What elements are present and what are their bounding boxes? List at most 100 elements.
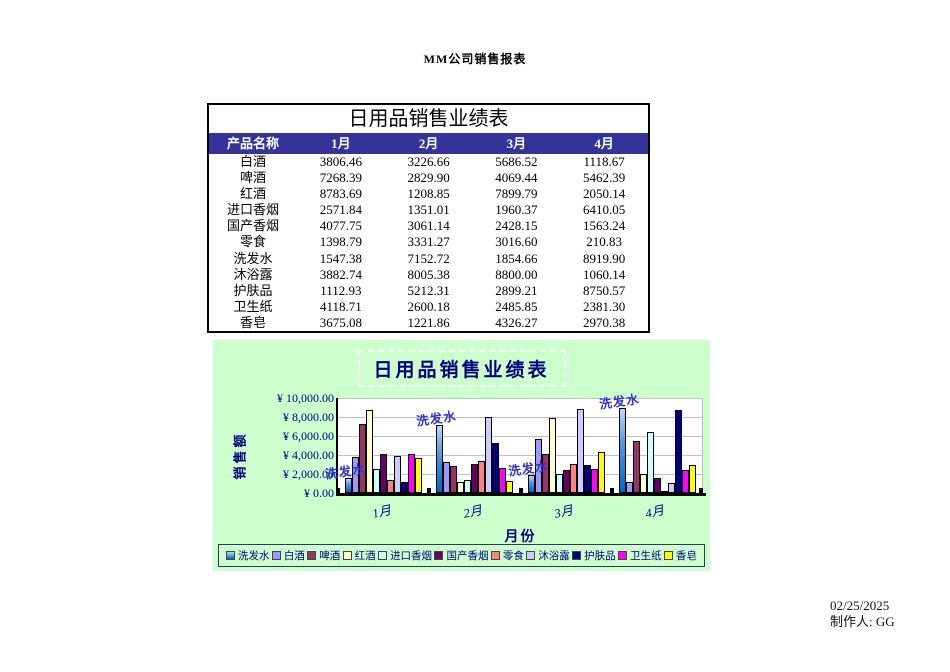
footer: 02/25/2025 制作人: GG [830,598,895,630]
bar-卫生纸-4月[interactable] [681,470,689,493]
value-cell: 8800.00 [495,266,538,282]
legend-chip [342,551,352,560]
bar-沐浴露-4月[interactable] [667,482,675,493]
bar-啤酒-1月[interactable] [359,423,366,493]
footer-maker: 制作人: GG [830,614,895,629]
value-cell: 4326.27 [495,314,538,330]
value-cell: 8005.38 [407,266,450,282]
value-cell: 3226.66 [407,154,450,169]
bar-国产香烟-1月[interactable] [380,454,387,493]
legend-item-卫生纸[interactable]: 卫生纸 [618,548,662,563]
legend-item-红酒[interactable]: 红酒 [342,548,376,563]
legend-item-洗发水[interactable]: 洗发水 [226,548,270,563]
bar-沐浴露-1月[interactable] [394,456,401,493]
bar-零食-3月[interactable] [569,464,577,493]
bar-香皂-3月[interactable] [597,451,605,493]
bar-进口香烟-3月[interactable] [555,474,563,493]
bar-护肤品-4月[interactable] [674,409,682,493]
bar-香皂-1月[interactable] [415,458,422,493]
value-cell: 2970.38 [583,314,626,330]
table-row: 红酒 8783.69 1208.85 7899.79 2050.14 [209,186,648,202]
bar-进口香烟-2月[interactable] [464,480,472,493]
sales-chart[interactable]: 日用品销售业绩表 销售额 月份 洗发水 白酒 啤酒 红酒 进口香烟 国产香烟 零食 沐浴露 护肤… [213,340,710,571]
value-cell: 3331.27 [407,234,450,250]
table-row: 卫生纸 4118.71 2600.18 2485.85 2381.30 [209,299,648,315]
value-cell: 1118.67 [583,154,625,169]
bar-啤酒-4月[interactable] [632,441,640,493]
bar-国产香烟-2月[interactable] [471,463,479,493]
bar-洗发水-4月[interactable] [618,408,626,493]
value-cell: 3061.14 [407,218,450,234]
table-row: 啤酒 7268.39 2829.90 4069.44 5462.39 [209,170,648,186]
legend-item-香皂[interactable]: 香皂 [663,548,697,563]
axis-tick [609,488,614,494]
legend-label: 香皂 [675,551,697,562]
bar-零食-2月[interactable] [478,461,486,493]
bar-红酒-4月[interactable] [639,473,647,493]
bar-红酒-1月[interactable] [366,409,373,493]
value-cell: 3806.46 [319,154,362,169]
value-cell: 6410.05 [583,202,626,218]
value-cell: 5212.31 [407,282,450,298]
value-cell: 7152.72 [407,250,450,266]
bar-白酒-2月[interactable] [443,462,451,493]
legend-chip [271,551,281,560]
bar-国产香烟-3月[interactable] [562,469,570,493]
bar-护肤品-1月[interactable] [401,482,408,493]
value-cell: 2571.84 [319,202,362,218]
legend-item-零食[interactable]: 零食 [490,548,524,563]
bar-洗发水-3月[interactable] [527,475,535,493]
product-name-cell: 沐浴露 [233,266,273,282]
bar-零食-1月[interactable] [387,479,394,493]
legend-item-白酒[interactable]: 白酒 [271,548,305,563]
bar-白酒-1月[interactable] [352,456,359,493]
chart-title[interactable]: 日用品销售业绩表 [357,350,566,387]
value-cell: 4077.75 [319,218,362,234]
bar-卫生纸-3月[interactable] [590,469,598,493]
bar-进口香烟-4月[interactable] [646,432,654,493]
bar-香皂-2月[interactable] [506,481,514,493]
value-cell: 2428.15 [495,218,538,234]
value-cell: 4118.71 [319,298,362,314]
bar-啤酒-3月[interactable] [541,454,549,493]
product-name-cell: 零食 [239,234,266,250]
legend-label: 卫生纸 [630,551,662,562]
bar-洗发水-2月[interactable] [436,425,444,493]
legend-item-沐浴露[interactable]: 沐浴露 [526,548,570,563]
bar-卫生纸-1月[interactable] [408,453,415,493]
bar-白酒-4月[interactable] [625,482,633,493]
value-cell: 2899.21 [495,282,538,298]
bar-沐浴露-2月[interactable] [485,416,493,493]
x-axis-line [336,493,706,496]
legend-item-护肤品[interactable]: 护肤品 [572,548,616,563]
bar-洗发水-1月[interactable] [345,478,352,493]
bar-啤酒-2月[interactable] [450,466,458,493]
bar-香皂-4月[interactable] [688,464,696,493]
bar-红酒-3月[interactable] [548,417,556,493]
legend-item-进口香烟[interactable]: 进口香烟 [378,548,432,563]
bar-沐浴露-3月[interactable] [576,409,584,493]
gridline [338,398,703,399]
bar-白酒-3月[interactable] [534,438,542,493]
legend-label: 白酒 [283,551,305,562]
value-cell: 5686.52 [495,154,538,169]
legend-item-国产香烟[interactable]: 国产香烟 [434,548,488,563]
gridline [338,455,703,456]
plot-area [336,398,706,496]
value-cell: 8750.57 [583,282,626,298]
legend-item-啤酒[interactable]: 啤酒 [307,548,340,563]
bar-零食-4月[interactable] [660,491,668,493]
value-cell: 1221.86 [407,314,450,330]
bar-护肤品-2月[interactable] [492,443,500,493]
value-cell: 1351.01 [407,202,450,218]
sales-table: 日用品销售业绩表 产品名称 1月 2月 3月 4月 白酒 3806.46 3226.… [207,103,650,334]
bar-进口香烟-1月[interactable] [373,468,380,493]
bar-卫生纸-2月[interactable] [499,468,507,493]
y-tick-label: ¥ 0.00 [304,486,334,500]
axis-tick [427,488,432,494]
bar-护肤品-3月[interactable] [583,465,591,493]
bar-红酒-2月[interactable] [457,481,465,493]
bar-国产香烟-4月[interactable] [653,478,661,493]
table-row: 白酒 3806.46 3226.66 5686.52 1118.67 [209,154,648,170]
x-tick-label: 1月 [370,503,392,521]
